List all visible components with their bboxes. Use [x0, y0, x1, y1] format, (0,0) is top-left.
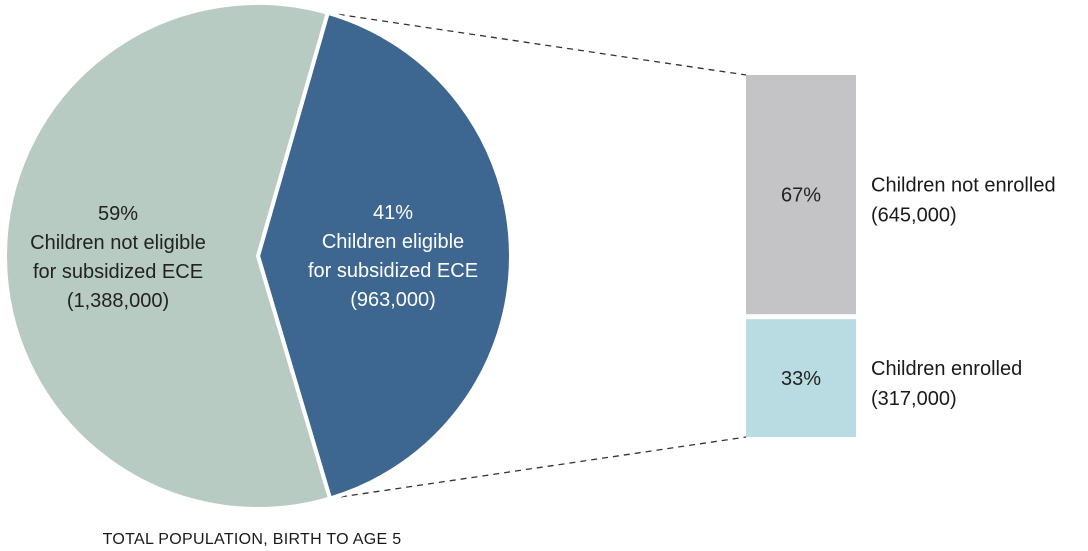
- legend-label-enrolled: Children enrolled: [871, 358, 1022, 380]
- pie-slice-not_eligible: [3, 1, 333, 511]
- pie-percent-not_eligible: 59%: [98, 203, 138, 225]
- chart-caption: TOTAL POPULATION, BIRTH TO AGE 5: [103, 531, 402, 548]
- pie-count-eligible: (963,000): [350, 289, 436, 311]
- connector-line-top: [327, 12, 747, 76]
- bar-percent-not_enrolled: 67%: [781, 185, 821, 207]
- bar-percent-enrolled: 33%: [781, 368, 821, 390]
- pie-count-not_eligible: (1,388,000): [67, 290, 169, 312]
- pie-label-line1-not_eligible: Children not eligible: [30, 232, 206, 254]
- connector-line-bottom: [329, 436, 747, 500]
- legend-count-not_enrolled: (645,000): [871, 205, 957, 227]
- pie-label-line2-not_eligible: for subsidized ECE: [33, 261, 203, 283]
- legend-count-enrolled: (317,000): [871, 388, 957, 410]
- pie-percent-eligible: 41%: [373, 202, 413, 224]
- bar-segment-enrolled: [746, 319, 856, 437]
- bar-segment-not_enrolled: [746, 75, 856, 315]
- pie-slice-eligible: [255, 10, 513, 502]
- legend-label-not_enrolled: Children not enrolled: [871, 175, 1056, 197]
- pie-label-line1-eligible: Children eligible: [322, 231, 464, 253]
- pie-label-line2-eligible: for subsidized ECE: [308, 260, 478, 282]
